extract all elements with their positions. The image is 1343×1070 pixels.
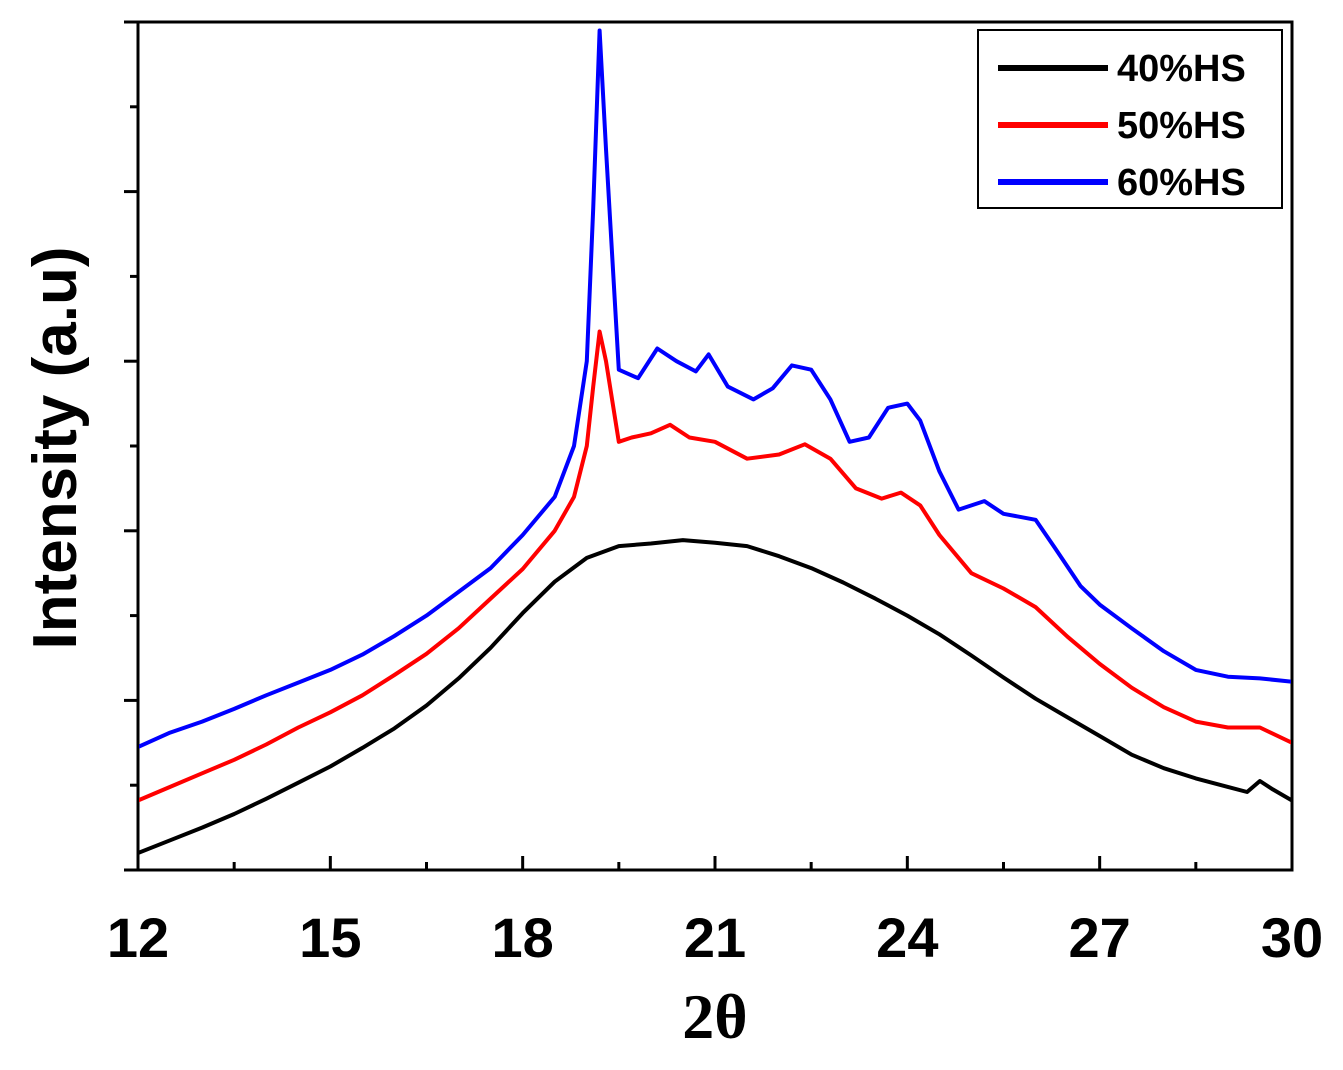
legend: 40%HS 50%HS 60%HS [977,29,1283,209]
x-tick-label: 24 [876,906,938,969]
x-tick-label: 30 [1261,906,1323,969]
y-axis-title: Intensity (a.u) [21,246,90,649]
series-line-50pcths [139,329,1291,803]
x-tick-label: 27 [1069,906,1131,969]
legend-label: 40%HS [1117,48,1246,90]
legend-box [977,29,1283,209]
x-axis-title: 2θ [682,981,747,1052]
series-line-60pcths [139,28,1291,749]
x-tick-label: 15 [299,906,361,969]
x-tick-label: 21 [684,906,746,969]
x-tick-label: 12 [107,906,169,969]
series-lines [139,28,1291,855]
y-axis-ticks [124,20,138,872]
legend-label: 60%HS [1117,162,1246,204]
x-tick-label: 18 [492,906,554,969]
x-axis-tick-labels: 12 15 18 21 24 27 30 [107,906,1323,969]
series-line-40pcths [139,538,1291,855]
x-axis-ticks [136,856,1294,870]
legend-label: 50%HS [1117,105,1246,147]
